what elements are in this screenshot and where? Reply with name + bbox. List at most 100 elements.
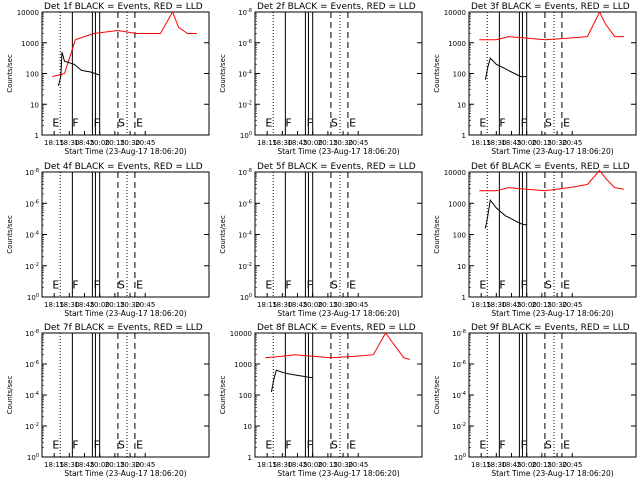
y-tick-label: 10-2 xyxy=(25,262,39,271)
y-tick-label: 1 xyxy=(462,132,466,140)
plot-frame xyxy=(254,11,423,136)
x-axis-label: Start Time (23-Aug-17 18:06:20) xyxy=(277,147,399,156)
y-tick-label: 10-4 xyxy=(25,391,39,400)
y-tick-label: 10-8 xyxy=(25,329,39,338)
event-annotation: E xyxy=(563,279,570,292)
plot-panel-2: Det 2f BLACK = Events, RED = LLD Counts/s… xyxy=(219,2,423,156)
x-axis-label: Start Time (23-Aug-17 18:06:20) xyxy=(64,147,186,156)
x-tick-label: 20:15 xyxy=(318,301,338,309)
x-tick-label: 20:45 xyxy=(562,139,582,147)
event-annotation: E xyxy=(136,279,143,292)
event-annotation: F xyxy=(307,279,313,292)
y-tick-label: 100 xyxy=(240,131,252,140)
events-series-line xyxy=(57,51,100,86)
plot-panel-1: Det 1f BLACK = Events, RED = LLD Counts/s… xyxy=(6,2,210,156)
event-annotation: F xyxy=(94,439,100,452)
y-tick-label: 10-8 xyxy=(25,168,39,177)
y-tick-label: 10-8 xyxy=(238,8,252,17)
x-tick-label: 18:45 xyxy=(287,461,307,469)
x-tick-label: 18:15 xyxy=(257,301,277,309)
panel-title: Det 7f BLACK = Events, RED = LLD xyxy=(44,323,203,333)
x-tick-label: 20:00 xyxy=(303,461,323,469)
plot-panel-9: Det 9f BLACK = Events, RED = LLD Counts/s… xyxy=(433,323,637,478)
x-tick-label: 20:30 xyxy=(547,461,567,469)
y-tick-label: 10 xyxy=(457,101,466,109)
y-tick-label: 10-6 xyxy=(238,199,252,208)
y-tick-label: 100 xyxy=(239,392,252,400)
y-axis-label: Counts/sec xyxy=(6,215,14,254)
y-tick-label: 10000 xyxy=(444,169,466,177)
x-tick-label: 18:45 xyxy=(287,301,307,309)
plot-panel-8: Det 8f BLACK = Events, RED = LLD Counts/s… xyxy=(219,323,423,478)
event-annotation: E xyxy=(136,117,143,130)
event-annotation: E xyxy=(563,439,570,452)
y-tick-label: 1000 xyxy=(448,40,466,48)
x-tick-label: 20:45 xyxy=(135,461,155,469)
x-axis-label: Start Time (23-Aug-17 18:06:20) xyxy=(64,309,186,318)
y-tick-label: 10 xyxy=(243,423,252,431)
y-axis-label: Counts/sec xyxy=(433,215,441,254)
plot-frame xyxy=(468,332,637,458)
panel-title: Det 5f BLACK = Events, RED = LLD xyxy=(257,162,416,172)
x-tick-label: 18:30 xyxy=(486,301,506,309)
x-tick-label: 20:15 xyxy=(532,139,552,147)
event-annotation: F xyxy=(307,117,313,130)
event-annotation: E xyxy=(52,279,59,292)
event-annotation: S xyxy=(545,439,552,452)
panel-title: Det 1f BLACK = Events, RED = LLD xyxy=(44,2,203,12)
lld-series-line xyxy=(479,169,624,192)
y-axis-label: Counts/sec xyxy=(433,54,441,93)
x-tick-label: 20:00 xyxy=(303,139,323,147)
y-axis-label: Counts/sec xyxy=(219,376,227,415)
event-annotation: F xyxy=(499,439,505,452)
y-tick-label: 10000 xyxy=(230,330,252,338)
y-tick-label: 1000 xyxy=(448,200,466,208)
plot-frame xyxy=(468,11,637,136)
x-tick-label: 20:45 xyxy=(348,461,368,469)
event-annotation: S xyxy=(118,279,125,292)
event-annotation: F xyxy=(72,117,78,130)
y-tick-label: 10000 xyxy=(17,9,39,17)
y-tick-label: 1000 xyxy=(234,361,252,369)
event-annotation: E xyxy=(265,279,272,292)
event-annotation: E xyxy=(563,117,570,130)
x-tick-label: 20:15 xyxy=(318,139,338,147)
y-tick-label: 100 xyxy=(240,293,252,302)
y-axis-label: Counts/sec xyxy=(219,215,227,254)
y-tick-label: 10-8 xyxy=(238,168,252,177)
event-annotation: F xyxy=(499,279,505,292)
y-tick-label: 100 xyxy=(453,232,466,240)
y-tick-label: 10-2 xyxy=(452,422,466,431)
y-tick-label: 10-6 xyxy=(238,39,252,48)
x-tick-label: 18:15 xyxy=(257,139,277,147)
event-annotation: E xyxy=(349,117,356,130)
event-annotation: E xyxy=(479,279,486,292)
x-tick-label: 20:45 xyxy=(562,301,582,309)
events-series-line xyxy=(484,57,527,80)
plot-frame xyxy=(254,171,423,298)
x-tick-label: 18:45 xyxy=(501,461,521,469)
event-annotation: S xyxy=(118,439,125,452)
y-tick-label: 100 xyxy=(454,453,466,462)
x-tick-label: 20:45 xyxy=(348,301,368,309)
x-tick-label: 18:15 xyxy=(471,139,491,147)
x-tick-label: 20:30 xyxy=(333,461,353,469)
event-annotation: F xyxy=(72,439,78,452)
events-series-line xyxy=(484,198,527,229)
lld-series-line xyxy=(479,10,624,41)
x-tick-label: 20:45 xyxy=(562,461,582,469)
panel-title: Det 4f BLACK = Events, RED = LLD xyxy=(44,162,203,172)
event-annotation: E xyxy=(265,117,272,130)
x-tick-label: 18:30 xyxy=(272,301,292,309)
y-tick-label: 10000 xyxy=(444,9,466,17)
y-tick-label: 1000 xyxy=(21,40,39,48)
y-axis-label: Counts/sec xyxy=(433,376,441,415)
x-tick-label: 20:00 xyxy=(517,301,537,309)
y-tick-label: 10-2 xyxy=(25,422,39,431)
y-tick-label: 1 xyxy=(248,454,252,462)
event-annotation: F xyxy=(285,439,291,452)
x-tick-label: 20:15 xyxy=(105,301,125,309)
x-tick-label: 20:00 xyxy=(90,139,110,147)
x-tick-label: 20:45 xyxy=(135,301,155,309)
plot-frame xyxy=(254,332,423,458)
